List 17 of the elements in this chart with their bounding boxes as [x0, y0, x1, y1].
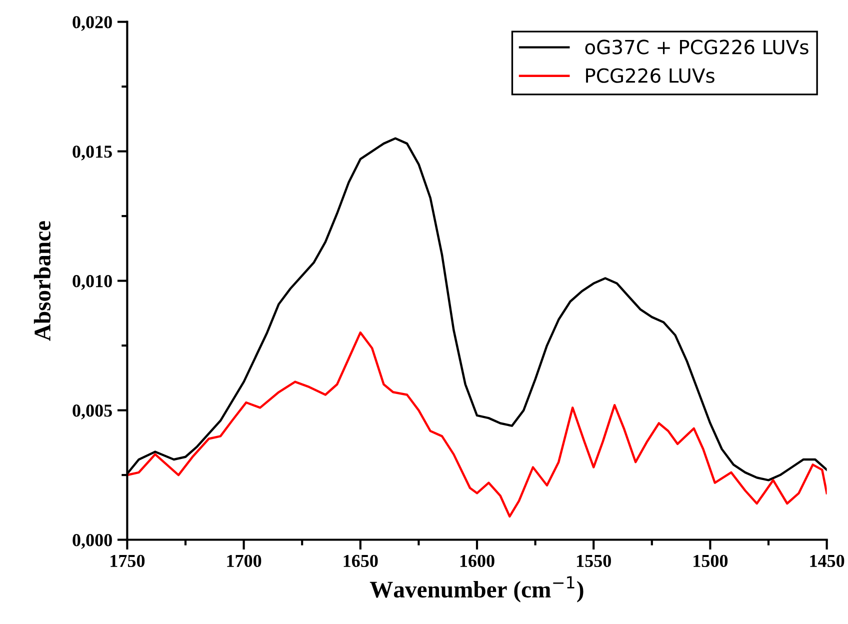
- x-tick-label: 1650: [344, 554, 378, 568]
- x-axis-title: Wavenumber (cm$^{−1}$): [370, 576, 584, 602]
- legend-label: PCG226 LUVs: [586, 68, 714, 83]
- y-tick-label: 0,005: [72, 404, 112, 420]
- x-tick-label: 1700: [227, 554, 262, 568]
- x-tick-label: 1750: [110, 554, 145, 568]
- y-tick-label: 0,020: [72, 16, 112, 31]
- x-tick-label: 1500: [694, 554, 728, 568]
- y-tick-label: 0,000: [72, 534, 112, 549]
- y-tick-label: 0,010: [72, 275, 112, 290]
- y-axis-title: Absorbance: [34, 221, 51, 341]
- x-tick-label: 1450: [810, 554, 844, 568]
- x-tick-label: 1550: [576, 554, 611, 568]
- legend-label: oG37C + PCG226 LUVs: [585, 40, 808, 54]
- x-tick-label: 1600: [460, 554, 494, 568]
- y-tick-label: 0,015: [72, 146, 112, 160]
- line-series: [127, 331, 827, 518]
